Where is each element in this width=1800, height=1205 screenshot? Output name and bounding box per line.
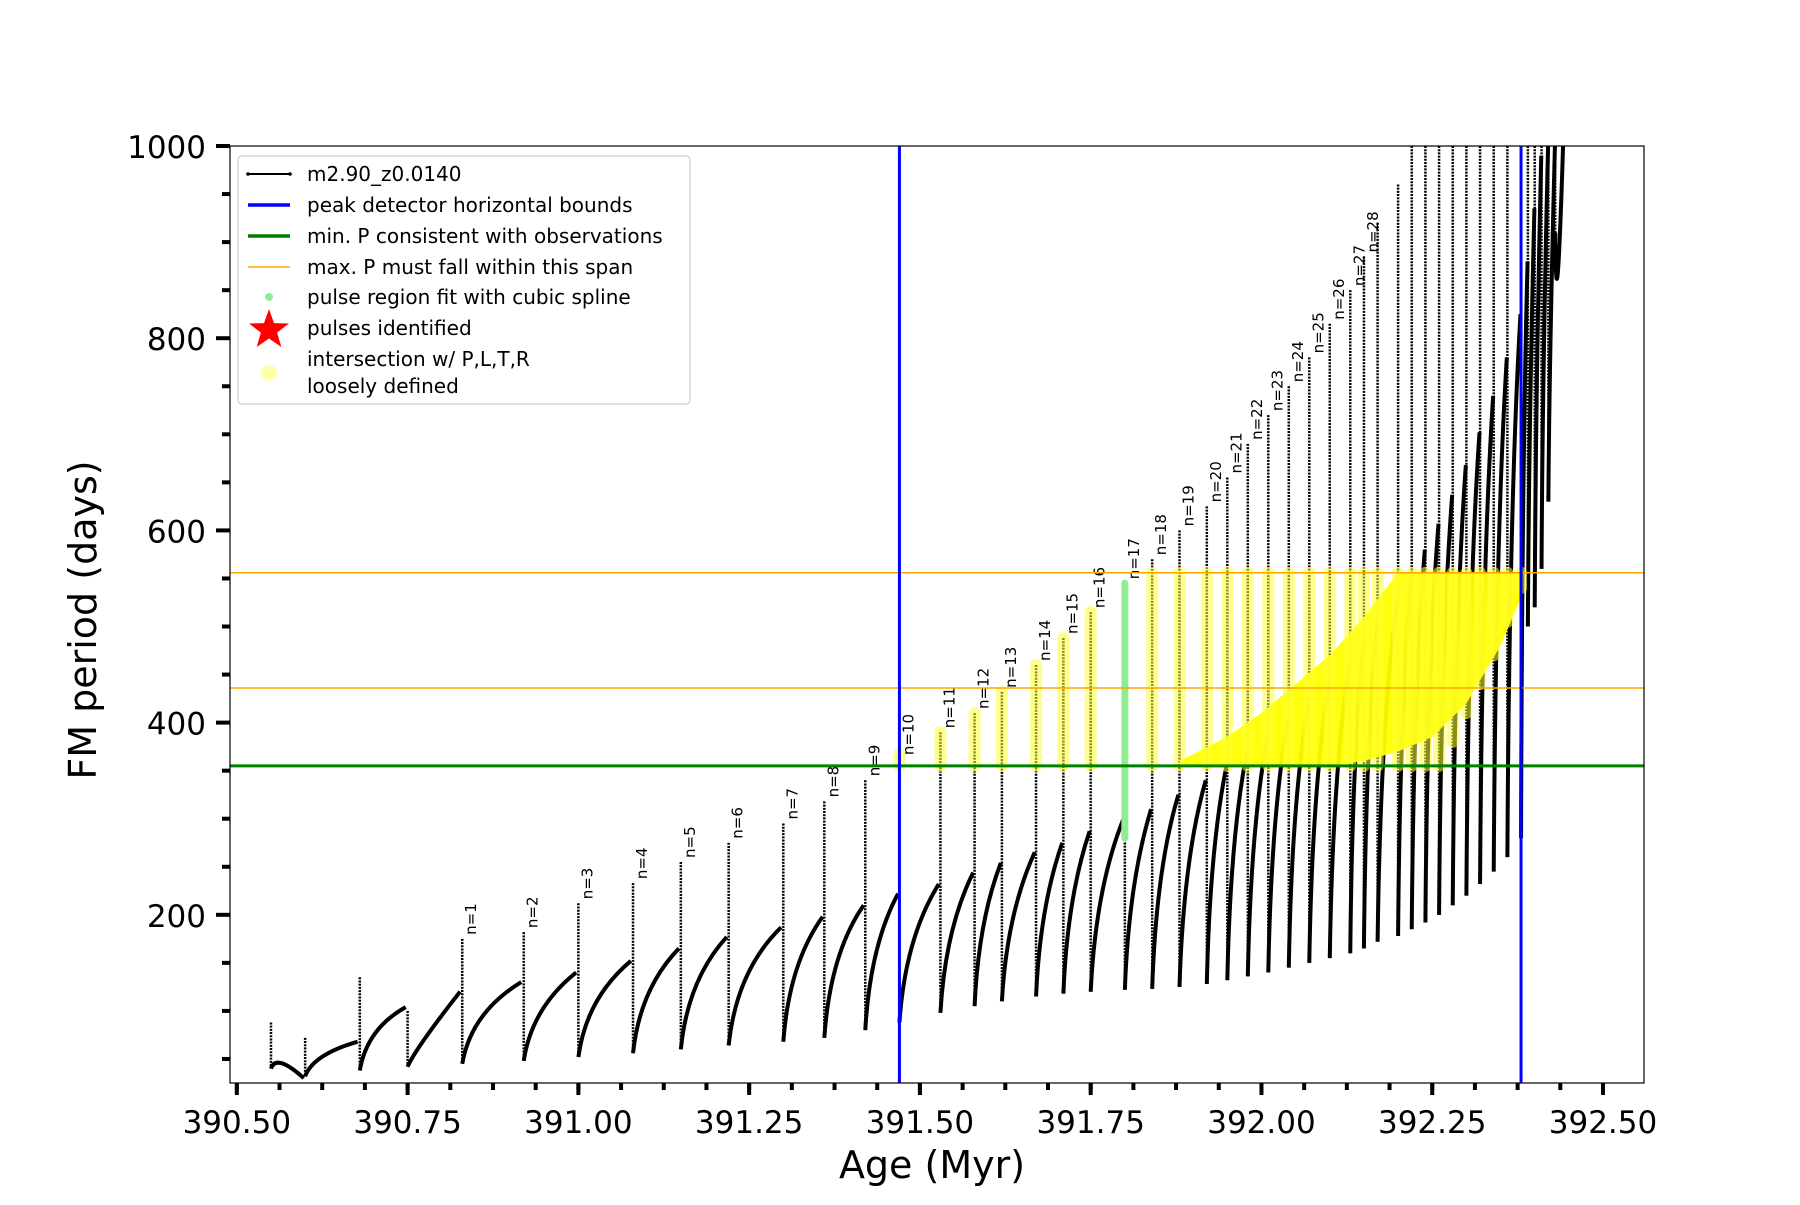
plot-area: n=1 n=2n=3n=4n=5n=6n=7n=8n=9n=10n=11 n=12n…	[230, 101, 1644, 1083]
legend-label-line2: loosely defined	[307, 374, 459, 398]
pulse-label: n=29	[1378, 101, 1396, 142]
legend-marker-circle	[261, 365, 277, 381]
pulse-label: n=26	[1330, 279, 1348, 320]
model-track-segment	[938, 871, 975, 1013]
pulse-label: n=23	[1268, 370, 1286, 411]
model-track-segment	[1150, 794, 1181, 989]
model-track-segment	[1505, 314, 1523, 858]
model-track-segment	[1245, 736, 1270, 977]
pulse-label: n=7	[783, 788, 801, 820]
pulse-label: n=1	[462, 903, 480, 935]
legend-label: min. P consistent with observations	[307, 224, 663, 248]
model-track-segment	[972, 862, 1003, 1007]
pulse-label: n=15	[1063, 593, 1081, 634]
y-tick-label: 600	[147, 514, 206, 550]
model-track-segment	[269, 1060, 306, 1080]
pulse-label: n=20	[1207, 461, 1225, 502]
pulse-label: n=2	[524, 896, 542, 928]
pulse-label: n=10	[899, 714, 917, 755]
pulse-label: n=25	[1309, 312, 1327, 353]
x-tick-label: 391.25	[695, 1105, 803, 1141]
pulse-label: n=16	[1091, 567, 1109, 608]
pulse-label: n=18	[1152, 514, 1170, 555]
legend-marker-star	[249, 309, 289, 347]
model-track-segment	[781, 915, 825, 1042]
model-track-segment	[1061, 830, 1092, 994]
y-tick-label: 200	[147, 899, 206, 935]
x-tick-label: 390.50	[183, 1105, 291, 1141]
model-track-segment	[1225, 751, 1249, 981]
model-track-segment	[999, 851, 1037, 1002]
model-track-segment	[1088, 817, 1126, 992]
model-track-segment	[1525, 208, 1537, 627]
x-tick-label: 392.00	[1207, 1105, 1315, 1141]
model-track-segment	[1546, 146, 1557, 502]
model-track-segment	[863, 892, 900, 1031]
plot-content: n=1 n=2n=3n=4n=5n=6n=7n=8n=9n=10n=11 n=12n…	[230, 101, 1644, 1083]
model-track-segment	[822, 904, 866, 1038]
x-tick-label: 390.75	[353, 1105, 461, 1141]
model-track-segment	[1122, 808, 1153, 990]
model-track-segment	[1553, 146, 1566, 281]
model-track-segment	[357, 1005, 407, 1071]
pulse-label: n=19	[1179, 485, 1197, 526]
pulse-label: n=14	[1036, 620, 1054, 661]
legend-label: max. P must fall within this span	[307, 255, 633, 279]
legend-marker-dot	[288, 172, 292, 176]
model-track-segment	[1539, 146, 1551, 569]
pulse-label: n=17	[1125, 538, 1143, 579]
pulse-label: n=9	[865, 745, 883, 777]
model-track-segment	[1204, 765, 1229, 985]
y-axis-label: FM period (days)	[61, 460, 105, 779]
legend-box	[237, 155, 691, 405]
pulse-label: n=5	[681, 826, 699, 858]
model-track-segment	[521, 970, 578, 1062]
model-track-segment	[460, 980, 523, 1065]
legend-label: m2.90_z0.0140	[307, 162, 462, 186]
model-track-segment	[678, 935, 729, 1050]
legend-label: pulses identified	[307, 316, 472, 340]
model-track-segment	[726, 925, 783, 1046]
model-track-segment	[405, 990, 462, 1068]
pulse-label: n=4	[633, 847, 651, 879]
pulse-label: n=21	[1227, 432, 1245, 473]
model-track-segment	[1034, 842, 1065, 997]
legend-label: peak detector horizontal bounds	[307, 193, 633, 217]
pulse-label: n=6	[729, 807, 747, 839]
model-track-segment	[631, 947, 681, 1054]
legend-marker-dot	[246, 172, 250, 176]
x-tick-label: 391.00	[524, 1105, 632, 1141]
x-axis-label: Age (Myr)	[839, 1143, 1025, 1187]
legend-marker-dot	[265, 293, 273, 301]
model-track-segment	[576, 959, 633, 1058]
axes: 390.50 390.75 391.00 391.25 391.50 391.75 392.…	[127, 130, 1657, 1141]
pulse-label: n=13	[1002, 647, 1020, 688]
model-track-segment	[1532, 155, 1544, 608]
x-tick-label: 391.75	[1036, 1105, 1144, 1141]
x-tick-label: 391.50	[866, 1105, 974, 1141]
model-track-segment	[897, 883, 941, 1023]
pulse-label: n=8	[824, 766, 842, 798]
y-tick-label: 1000	[127, 130, 206, 166]
y-tick-label: 800	[147, 322, 206, 358]
x-tick-label: 392.50	[1549, 1105, 1657, 1141]
pulse-label: n=24	[1289, 341, 1307, 382]
pulse-label: n=28	[1364, 211, 1382, 252]
pulse-label: n=3	[578, 868, 596, 900]
y-tick-label: 400	[147, 707, 206, 743]
legend-label: pulse region fit with cubic spline	[307, 285, 631, 309]
pulse-label: n=22	[1248, 399, 1266, 440]
pulse-label: n=11	[940, 687, 958, 728]
legend-label: intersection w/ P,L,T,R	[307, 347, 530, 371]
plot-frame	[229, 145, 1645, 1084]
model-track-segment	[303, 1039, 359, 1078]
model-track-segment	[1177, 779, 1208, 987]
pulse-label: n=27	[1350, 245, 1368, 286]
x-tick-label: 392.25	[1378, 1105, 1486, 1141]
